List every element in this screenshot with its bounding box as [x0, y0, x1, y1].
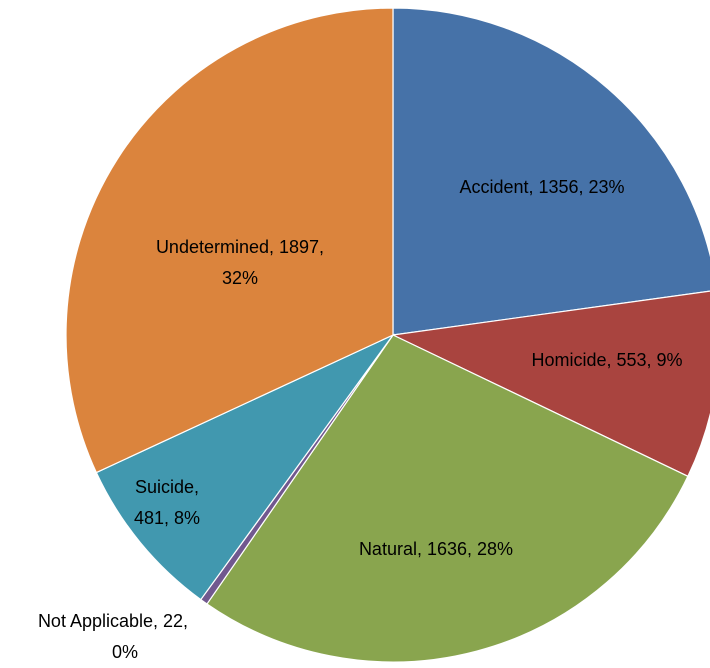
data-label: Suicide, 481, 8% [134, 477, 200, 528]
data-label: Accident, 1356, 23% [459, 177, 624, 197]
pie-slice [392, 7, 710, 336]
data-label: Undetermined, 1897, 32% [156, 237, 324, 288]
label-line: Suicide, [135, 477, 199, 497]
label-line: 481, 8% [134, 508, 200, 528]
pie-slice [95, 333, 395, 601]
label-line: 32% [222, 268, 258, 288]
pie-slice [390, 290, 710, 478]
label-line: Undetermined, 1897, [156, 237, 324, 257]
label-line: 0% [112, 642, 138, 662]
pie-slice [206, 334, 689, 663]
pie-slice [65, 7, 394, 474]
data-label: Natural, 1636, 28% [359, 539, 513, 559]
data-label: Not Applicable, 22, 0% [38, 611, 188, 662]
label-line: Not Applicable, 22, [38, 611, 188, 631]
data-label: Homicide, 553, 9% [531, 350, 682, 370]
